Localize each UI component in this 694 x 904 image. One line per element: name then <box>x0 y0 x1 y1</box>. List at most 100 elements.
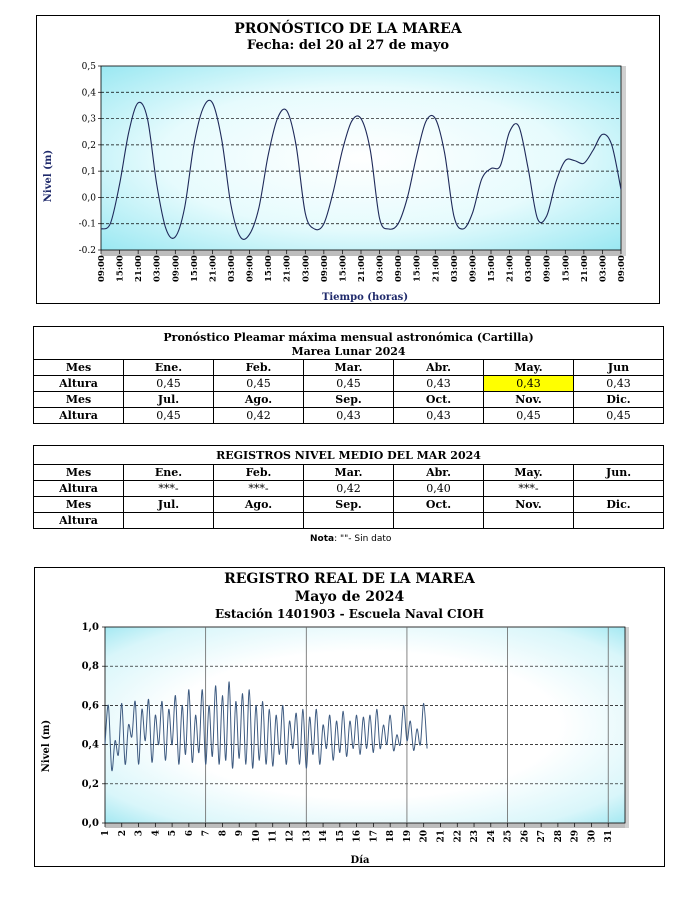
x-tick-label: 15:00 <box>561 255 571 282</box>
plot-side <box>625 627 629 828</box>
x-tick-label: 09:00 <box>617 255 627 282</box>
x-tick-label: 31 <box>604 830 614 843</box>
month-cell: Oct. <box>393 391 484 408</box>
value-cell: 0,42 <box>213 407 304 424</box>
x-tick-label: 16 <box>353 830 363 843</box>
month-cell: Mar. <box>303 464 394 481</box>
x-tick-label: 26 <box>520 830 530 843</box>
x-tick-label: 09:00 <box>468 255 478 282</box>
x-tick-label: 10 <box>252 830 262 843</box>
x-tick-label: 30 <box>587 830 597 843</box>
actual-y-axis-label: Nivel (m) <box>41 720 52 772</box>
x-tick-label: 09:00 <box>543 255 553 282</box>
x-tick-label: 1 <box>101 830 111 836</box>
x-tick-label: 21:00 <box>357 255 367 282</box>
month-cell: Dic. <box>572 391 665 408</box>
plot-area <box>100 65 622 251</box>
row-label-month: Mes <box>33 359 124 376</box>
value-cell: ***- <box>213 480 304 497</box>
x-tick-label: 21:00 <box>431 255 441 282</box>
actual-series-line <box>104 681 428 772</box>
x-tick-label: 17 <box>369 830 379 843</box>
x-tick-label: 21:00 <box>208 255 218 282</box>
x-tick-label: 27 <box>537 830 547 843</box>
forecast-title: PRONÓSTICO DE LA MAREA <box>234 21 462 37</box>
row-label-height: Altura <box>33 512 124 529</box>
actual-chart-panel: REGISTRO REAL DE LA MAREA Mayo de 2024 E… <box>34 567 665 867</box>
x-tick-label: 20 <box>420 830 430 843</box>
x-tick-label: 15 <box>336 830 346 843</box>
plot-area <box>104 626 626 824</box>
y-tick-label: 0,0 <box>82 193 97 203</box>
actual-chart: 0,00,20,40,60,81,01 2 3 4 5 6 7 8 9 10 11 12 13 14 15 1… <box>41 622 629 866</box>
x-tick-label: 4 <box>151 830 161 836</box>
records-table-caption: REGISTROS NIVEL MEDIO DEL MAR 2024 <box>32 445 665 465</box>
note-label: Nota <box>310 534 335 544</box>
value-cell: 0,42 <box>303 480 394 497</box>
value-cell: 0,45 <box>123 375 214 392</box>
x-tick-label: 09:00 <box>320 255 330 282</box>
x-tick-label: 09:00 <box>394 255 404 282</box>
x-tick-label: 2 <box>118 830 128 836</box>
actual-subtitle: Mayo de 2024 <box>294 589 405 605</box>
x-tick-label: 6 <box>185 830 195 836</box>
x-tick-label: 23 <box>470 830 480 843</box>
value-cell <box>572 512 665 529</box>
value-cell: 0,45 <box>303 375 394 392</box>
x-tick-label: 03:00 <box>524 255 534 282</box>
value-cell <box>483 512 574 529</box>
month-cell: Jul. <box>123 496 214 513</box>
x-tick-label: 13 <box>302 830 312 843</box>
x-tick-label: 22 <box>453 830 463 843</box>
month-cell: Abr. <box>393 464 484 481</box>
forecast-x-axis-label: Tiempo (horas) <box>322 292 408 303</box>
month-cell: Jul. <box>123 391 214 408</box>
x-tick-label: 18 <box>386 830 396 843</box>
y-tick-label: 0,2 <box>82 779 99 790</box>
x-tick-label: 15:00 <box>116 255 126 282</box>
x-tick-label: 9 <box>235 830 245 836</box>
x-tick-label: 5 <box>168 830 178 836</box>
x-tick-label: 09:00 <box>246 255 256 282</box>
month-cell: Abr. <box>393 359 484 376</box>
value-cell: 0,43 <box>393 375 484 392</box>
x-tick-label: 03:00 <box>598 255 608 282</box>
records-table: REGISTROS NIVEL MEDIO DEL MAR 2024 Mes E… <box>32 445 665 529</box>
month-cell: Ago. <box>213 391 304 408</box>
value-cell: ***- <box>483 480 574 497</box>
x-tick-label: 03:00 <box>153 255 163 282</box>
x-tick-label: 3 <box>135 830 145 836</box>
value-cell <box>213 512 304 529</box>
month-cell: Nov. <box>483 391 574 408</box>
x-tick-label: 09:00 <box>97 255 107 282</box>
value-cell: 0,43 <box>303 407 394 424</box>
x-tick-label: 21:00 <box>134 255 144 282</box>
x-tick-label: 21:00 <box>283 255 293 282</box>
value-cell <box>393 512 484 529</box>
row-label-height: Altura <box>33 480 124 497</box>
note-text: : ""- Sin dato <box>334 534 392 544</box>
y-tick-label: 0,8 <box>82 661 99 672</box>
x-tick-label: 11 <box>269 830 279 843</box>
row-label-month: Mes <box>33 391 124 408</box>
x-tick-label: 19 <box>403 830 413 843</box>
x-tick-label: 29 <box>571 830 581 843</box>
y-tick-label: 0,5 <box>82 62 97 72</box>
highlighted-value: 0,43 <box>494 377 563 390</box>
x-tick-label: 12 <box>286 830 296 843</box>
row-label-month: Mes <box>33 496 124 513</box>
forecast-table-caption: Pronóstico Pleamar máxima mensual astron… <box>32 326 665 344</box>
plot-side <box>621 66 626 256</box>
x-tick-label: 21:00 <box>580 255 590 282</box>
month-cell: Ene. <box>123 464 214 481</box>
row-label-height: Altura <box>33 375 124 392</box>
month-cell: Sep. <box>303 496 394 513</box>
y-tick-label: 0,1 <box>82 167 96 177</box>
x-tick-label: 24 <box>487 830 497 843</box>
forecast-series-line <box>100 99 622 240</box>
x-tick-label: 7 <box>202 830 212 836</box>
x-tick-label: 21:00 <box>506 255 516 282</box>
x-tick-label: 03:00 <box>450 255 460 282</box>
x-tick-label: 15:00 <box>338 255 348 282</box>
month-cell: Feb. <box>213 359 304 376</box>
